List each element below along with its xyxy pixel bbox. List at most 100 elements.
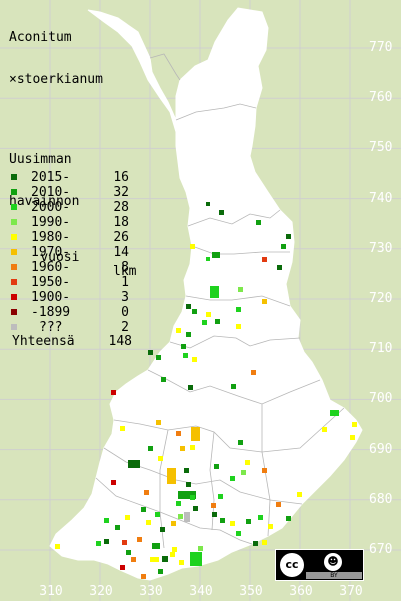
total-count: 148 <box>108 334 132 349</box>
observation-marker <box>206 312 211 317</box>
observation-marker <box>350 435 355 440</box>
observation-marker <box>156 420 161 425</box>
legend-item-count: 18 <box>113 215 129 230</box>
observation-marker <box>241 470 246 475</box>
observation-marker <box>104 518 109 523</box>
legend-head-line1: Uusimman <box>9 152 72 167</box>
observation-marker <box>104 539 109 544</box>
legend-item-count: 26 <box>113 230 129 245</box>
legend-swatch <box>11 174 17 180</box>
cc-icon: cc <box>280 553 304 577</box>
legend-item: 1970- 14 <box>9 245 134 260</box>
legend-item: ??? 2 <box>9 320 134 335</box>
x-tick-label: 350 <box>239 584 263 599</box>
species-genus: Aconitum <box>9 30 72 45</box>
observation-marker <box>330 410 339 416</box>
observation-marker <box>161 377 166 382</box>
legend-item: 1980- 26 <box>9 230 134 245</box>
legend-swatch <box>11 324 17 330</box>
observation-marker <box>198 546 203 551</box>
y-tick-label: 700 <box>369 391 393 407</box>
observation-marker <box>286 516 291 521</box>
observation-marker <box>141 507 146 512</box>
observation-marker <box>111 480 116 485</box>
observation-marker <box>202 320 207 325</box>
legend-header: Uusimman havainnon vuosi lkm <box>9 125 136 279</box>
x-tick-label: 320 <box>89 584 113 599</box>
legend-swatch <box>11 309 17 315</box>
map-title: Aconitum ×stoerkianum <box>9 3 103 101</box>
observation-marker <box>276 502 281 507</box>
observation-marker <box>256 220 261 225</box>
observation-marker <box>262 257 267 262</box>
observation-marker <box>245 460 250 465</box>
species-epithet: ×stoerkianum <box>9 72 103 87</box>
legend-item: 2000- 28 <box>9 200 134 215</box>
x-tick-label: 360 <box>289 584 313 599</box>
observation-marker <box>162 556 168 562</box>
observation-marker <box>125 515 130 520</box>
observation-marker <box>152 543 160 549</box>
observation-marker <box>352 422 357 427</box>
observation-marker <box>251 370 256 375</box>
observation-marker <box>172 547 177 552</box>
observation-marker <box>258 515 263 520</box>
legend-swatch <box>11 204 17 210</box>
observation-marker <box>191 427 200 441</box>
observation-marker <box>158 569 163 574</box>
observation-marker <box>120 426 125 431</box>
observation-marker <box>146 520 151 525</box>
observation-marker <box>158 456 163 461</box>
legend-item-count: 32 <box>113 185 129 200</box>
observation-marker <box>188 385 193 390</box>
legend-item-label: 2015- <box>31 170 71 185</box>
observation-marker <box>122 540 127 545</box>
legend-item-count: 8 <box>121 260 129 275</box>
legend-swatch <box>11 219 17 225</box>
observation-marker <box>214 464 219 469</box>
observation-markers <box>55 202 357 579</box>
observation-marker <box>156 355 161 360</box>
observation-marker <box>180 446 185 451</box>
observation-marker <box>238 440 243 445</box>
y-tick-label: 670 <box>369 542 393 557</box>
observation-marker <box>181 344 186 349</box>
legend-head-year: vuosi <box>40 250 80 265</box>
observation-marker <box>178 491 196 499</box>
observation-marker <box>277 265 282 270</box>
observation-marker <box>167 468 176 484</box>
observation-marker <box>215 319 220 324</box>
legend-item-label: 2010- <box>31 185 71 200</box>
cc-by-license-badge: cc ☻ BY <box>275 549 364 581</box>
observation-marker <box>186 482 191 487</box>
observation-marker <box>131 557 136 562</box>
legend-swatch <box>11 189 17 195</box>
observation-marker <box>212 252 220 258</box>
observation-marker <box>206 257 210 261</box>
observation-marker <box>184 512 190 522</box>
observation-marker <box>171 521 176 526</box>
person-icon: ☻ <box>324 553 342 571</box>
observation-marker <box>184 468 189 473</box>
observation-marker <box>210 286 219 298</box>
legend-item-label: 1950- <box>31 275 71 290</box>
regional-borders <box>95 53 345 549</box>
observation-marker <box>111 390 116 395</box>
observation-marker <box>236 324 241 329</box>
observation-marker <box>176 328 181 333</box>
observation-marker <box>144 490 149 495</box>
observation-marker <box>148 446 153 451</box>
observation-marker <box>128 460 140 468</box>
y-tick-label: 680 <box>369 491 393 507</box>
legend-item: 1960- 8 <box>9 260 134 275</box>
observation-marker <box>297 492 302 497</box>
observation-marker <box>115 525 120 530</box>
observation-marker <box>120 565 125 570</box>
observation-marker <box>179 560 184 565</box>
legend-item-count: 3 <box>121 290 129 305</box>
observation-marker <box>192 309 197 314</box>
observation-marker <box>148 350 153 355</box>
x-tick-label: 330 <box>139 584 163 599</box>
legend-swatch <box>11 234 17 240</box>
